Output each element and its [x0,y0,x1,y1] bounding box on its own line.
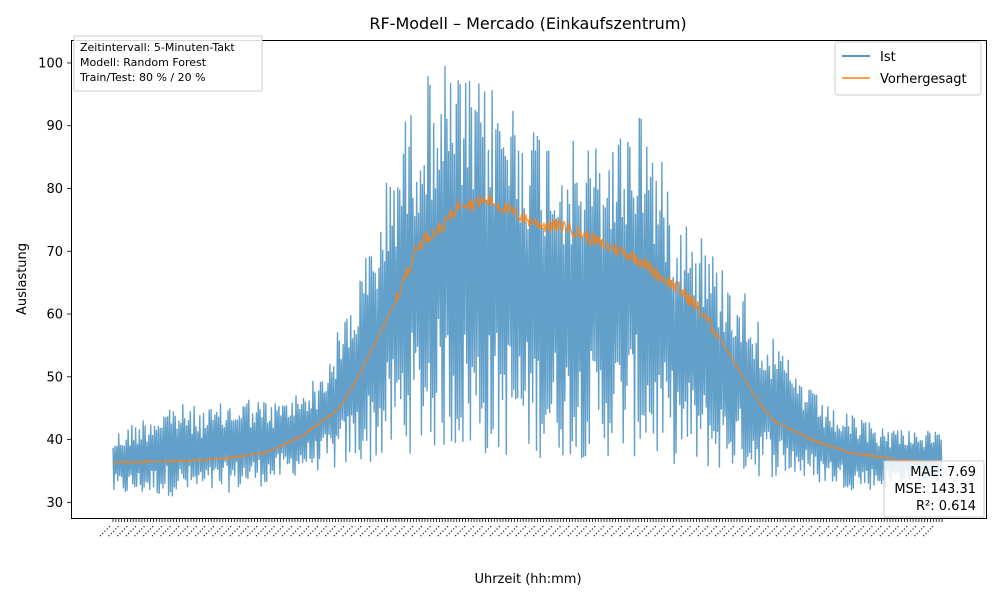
series-line-vorhergesagt [112,194,943,465]
y-tick-label: 70 [46,245,63,260]
x-axis-label: Uhrzeit (hh:mm) [474,572,581,587]
metric-mse: MSE: 143.31 [894,482,976,497]
info-box-line-interval: Zeitintervall: 5-Minuten-Takt [80,41,235,54]
y-tick-label: 60 [46,308,63,323]
info-box: Zeitintervall: 5-Minuten-Takt Modell: Ra… [73,35,263,92]
y-tick-label: 50 [46,370,63,385]
chart-title: RF-Modell – Mercado (Einkaufszentrum) [369,14,686,33]
y-tick-label: 90 [46,119,63,134]
metric-mae: MAE: 7.69 [910,465,976,480]
y-tick-label: 80 [46,182,63,197]
y-tick-label: 30 [46,496,63,511]
info-box-line-model: Modell: Random Forest [80,56,207,69]
x-axis-ticks: ········································… [96,518,943,541]
info-box-frame [73,35,263,92]
y-axis-label: Auslastung [15,243,30,315]
metrics-box-frame [883,460,985,518]
legend: Ist Vorhergesagt [834,41,982,96]
metric-r2: R²: 0.614 [916,499,976,514]
metrics-box: MAE: 7.69 MSE: 143.31 R²: 0.614 [883,460,985,518]
info-box-line-split: Train/Test: 80 % / 20 % [79,71,206,84]
legend-frame [834,41,982,96]
y-tick-label: 100 [38,56,63,71]
y-axis-ticks: 30 40 50 60 70 80 90 100 [38,56,72,511]
y-tick-label: 40 [46,433,63,448]
legend-label-ist: Ist [880,50,896,65]
legend-label-vorhergesagt: Vorhergesagt [880,72,967,87]
series-line-ist [112,65,943,497]
series-layer [112,65,943,497]
